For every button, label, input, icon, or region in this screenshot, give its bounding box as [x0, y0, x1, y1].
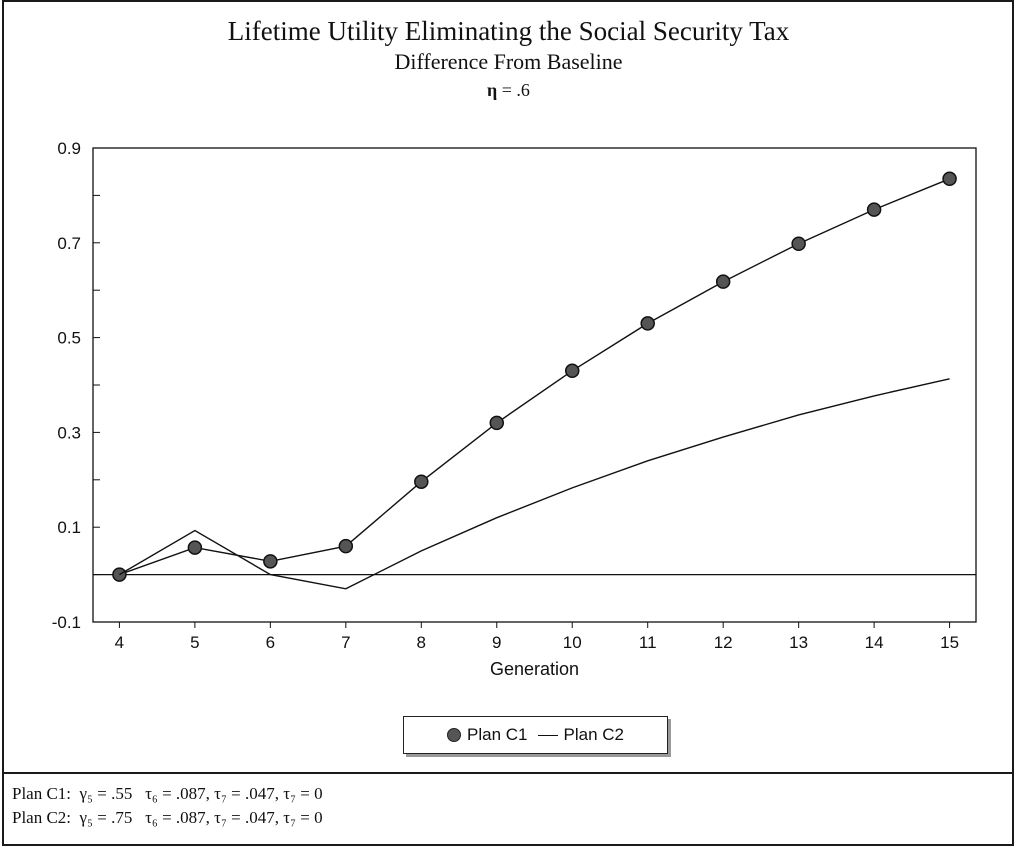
y-tick-label: 0.5	[57, 329, 81, 348]
x-axis-label: Generation	[490, 659, 579, 679]
data-point-plan-c1	[564, 363, 580, 379]
x-tick-label: 13	[789, 633, 808, 652]
legend-label-plan-c2: Plan C2	[563, 725, 624, 744]
circle-marker-icon	[447, 728, 462, 742]
note-plan-c2-params: γ₅ = .75 τ₆ = .087, τ₇ = .047, τ₇ = 0	[79, 808, 323, 827]
data-point-plan-c1	[489, 415, 505, 431]
series-line-plan-c1	[119, 178, 950, 576]
x-tick-label: 6	[266, 633, 275, 652]
y-tick-label: -0.1	[52, 613, 81, 632]
line-chart: -0.1 0.1 0.3 0.5 0.7 0.9 4 5 6 7 8 9 10 11 12 13 14 15 Gen…	[52, 139, 977, 679]
series-line-plan-c2	[119, 378, 950, 590]
y-tick-label: 0.1	[57, 518, 81, 537]
data-point-plan-c1	[791, 236, 806, 251]
x-tick-label: 9	[492, 633, 501, 652]
x-tick-label: 11	[639, 633, 657, 652]
x-tick-label: 7	[341, 633, 350, 652]
x-tick-label: 4	[115, 633, 124, 652]
data-point-plan-c1	[942, 171, 957, 187]
y-tick-label: 0.3	[57, 423, 81, 442]
notes-divider	[2, 772, 1014, 774]
title-block: Lifetime Utility Eliminating the Social …	[0, 14, 1017, 104]
legend: Plan C1 Plan C2	[403, 716, 668, 754]
x-tick-label: 5	[190, 633, 199, 652]
eta-parameter: η = .6	[0, 76, 1017, 104]
y-tick-label: 0.7	[57, 234, 81, 253]
note-plan-c1-params: γ₅ = .55 τ₆ = .087, τ₇ = .047, τ₇ = 0	[79, 784, 323, 803]
legend-item-plan-c2: Plan C2	[537, 725, 624, 745]
x-tick-label: 8	[417, 633, 426, 652]
eta-symbol: η	[487, 80, 498, 100]
note-plan-c2: Plan C2: γ₅ = .75 τ₆ = .087, τ₇ = .047, …	[12, 806, 323, 830]
data-point-plan-c1	[715, 274, 731, 289]
plan-notes: Plan C1: γ₅ = .55 τ₆ = .087, τ₇ = .047, …	[12, 782, 323, 830]
note-plan-c1-label: Plan C1:	[12, 784, 72, 803]
x-tick-label: 12	[714, 633, 733, 652]
legend-label-plan-c1: Plan C1	[467, 725, 528, 744]
x-tick-label: 10	[563, 633, 582, 652]
data-point-plan-c1	[338, 538, 354, 554]
plot-area-border	[92, 147, 977, 623]
y-tick-label: 0.9	[57, 139, 81, 158]
chart-subtitle: Difference From Baseline	[394, 49, 623, 74]
line-marker-icon	[537, 734, 558, 736]
chart-title: Lifetime Utility Eliminating the Social …	[227, 16, 790, 46]
data-point-plan-c1	[640, 316, 655, 331]
data-point-plan-c1	[263, 554, 278, 569]
data-point-plan-c1	[187, 540, 203, 555]
legend-item-plan-c1: Plan C1	[447, 725, 528, 745]
x-tick-label: 15	[940, 633, 959, 652]
eta-value: = .6	[497, 80, 530, 100]
data-point-plan-c1	[414, 474, 429, 489]
data-point-plan-c1	[866, 202, 882, 217]
x-tick-label: 14	[865, 633, 884, 652]
note-plan-c2-label: Plan C2:	[12, 808, 72, 827]
note-plan-c1: Plan C1: γ₅ = .55 τ₆ = .087, τ₇ = .047, …	[12, 782, 323, 806]
